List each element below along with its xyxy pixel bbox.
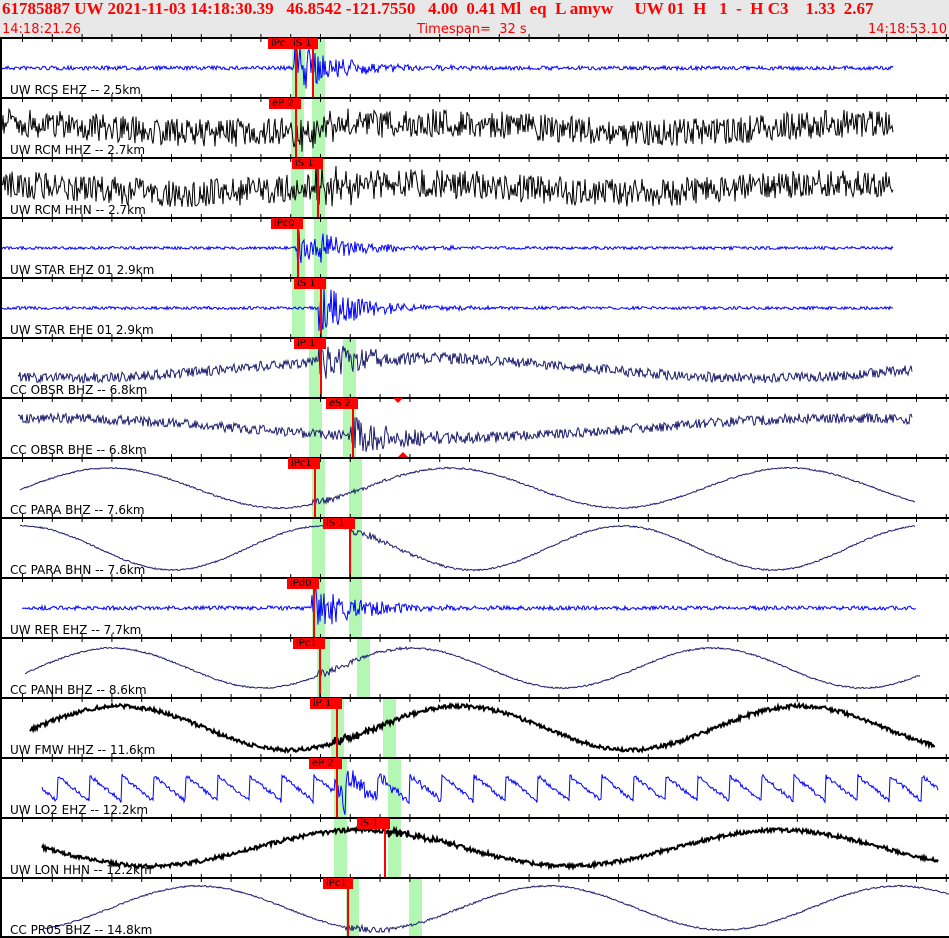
phase-window xyxy=(357,638,370,698)
waveform-trace xyxy=(0,161,894,208)
waveform-trace xyxy=(0,286,894,331)
channel-label: UW RCM HHZ -- 2.7km xyxy=(10,143,146,157)
channel-label: UW STAR EHE 01 2.9km xyxy=(10,323,154,337)
waveform-trace xyxy=(17,411,913,452)
pick-label[interactable]: iPc0 xyxy=(271,218,303,229)
event-header: 61785887 UW 2021-11-03 14:18:30.39 46.85… xyxy=(0,0,949,38)
pick-label[interactable]: iPc1 xyxy=(288,458,320,469)
start-time: 14:18:21.26 xyxy=(2,22,82,37)
phase-window xyxy=(383,698,396,758)
pick-label[interactable]: iPd0 xyxy=(287,578,319,589)
pick-label[interactable]: iPc1 xyxy=(293,638,325,649)
phase-window xyxy=(343,338,356,398)
channel-label: CC OBSR BHZ -- 6.8km xyxy=(10,383,148,397)
pick-label[interactable]: iS 1 xyxy=(292,158,323,169)
channel-label: UW STAR EHZ 01 2.9km xyxy=(10,263,155,277)
pick-label[interactable]: iS 1 xyxy=(357,818,390,829)
channel-label: UW LON HHN -- 12.2km xyxy=(10,863,152,877)
pick-label[interactable]: iS 1 xyxy=(294,278,326,289)
pick-label[interactable]: iPc xyxy=(268,38,301,49)
event-summary: 61785887 UW 2021-11-03 14:18:30.39 46.85… xyxy=(2,0,874,18)
phase-window xyxy=(349,518,362,578)
channel-label: UW RCS EHZ -- 2.5km xyxy=(10,83,141,97)
channel-label: CC PANH BHZ -- 8.6km xyxy=(10,683,147,697)
waveform-trace xyxy=(19,466,916,510)
waveform-trace xyxy=(41,770,939,815)
waveform-trace xyxy=(24,646,921,690)
pick-label[interactable]: iS 1 xyxy=(323,518,355,529)
pick-label[interactable]: iPc1 xyxy=(323,878,353,889)
pick-label[interactable]: eP 2 xyxy=(309,758,342,769)
waveform-trace xyxy=(21,584,917,625)
waveform-trace xyxy=(29,701,936,754)
amplitude-marker xyxy=(398,452,408,457)
pick-label[interactable]: eS 2 xyxy=(326,398,358,409)
channel-label: CC PARA BHZ -- 7.6km xyxy=(10,503,145,517)
waveform-trace xyxy=(0,44,894,89)
end-time: 14:18:53.10 xyxy=(867,22,947,37)
phase-window xyxy=(409,878,422,938)
pick-label[interactable]: iP 1 xyxy=(310,698,342,709)
channel-label: UW LO2 EHZ -- 12.2km xyxy=(10,803,149,817)
waveform-trace xyxy=(44,884,949,934)
waveform-trace xyxy=(41,825,939,871)
channel-label: UW RCM HHN -- 2.7km xyxy=(10,203,146,217)
phase-window xyxy=(334,818,347,878)
phase-window xyxy=(312,518,325,578)
waveform-trace xyxy=(19,524,916,572)
pick-label[interactable]: iS 1 xyxy=(290,38,318,49)
channel-label: UW FMW HHZ -- 11.6km xyxy=(10,743,156,757)
waveform-trace xyxy=(0,230,894,273)
timespan: Timespan= 32 s xyxy=(417,22,527,37)
pick-label[interactable]: iP 1 xyxy=(294,338,326,349)
waveform-trace xyxy=(17,343,913,384)
phase-window xyxy=(346,878,359,938)
channel-label: CC PR05 BHZ -- 14.8km xyxy=(10,923,153,937)
channel-label: CC OBSR BHE -- 6.8km xyxy=(10,443,147,457)
amplitude-marker xyxy=(393,398,403,403)
pick-label[interactable]: eP 2 xyxy=(269,98,301,109)
phase-window xyxy=(309,398,322,458)
channel-label: UW RER EHZ -- 7.7km xyxy=(10,623,142,637)
phase-window xyxy=(349,458,362,518)
waveform-trace xyxy=(0,107,894,152)
channel-label: CC PARA BHN -- 7.6km xyxy=(10,563,146,577)
